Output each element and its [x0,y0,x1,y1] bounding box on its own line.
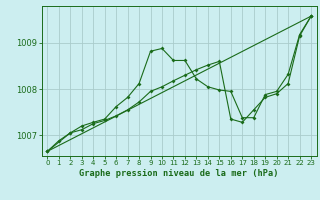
X-axis label: Graphe pression niveau de la mer (hPa): Graphe pression niveau de la mer (hPa) [79,169,279,178]
